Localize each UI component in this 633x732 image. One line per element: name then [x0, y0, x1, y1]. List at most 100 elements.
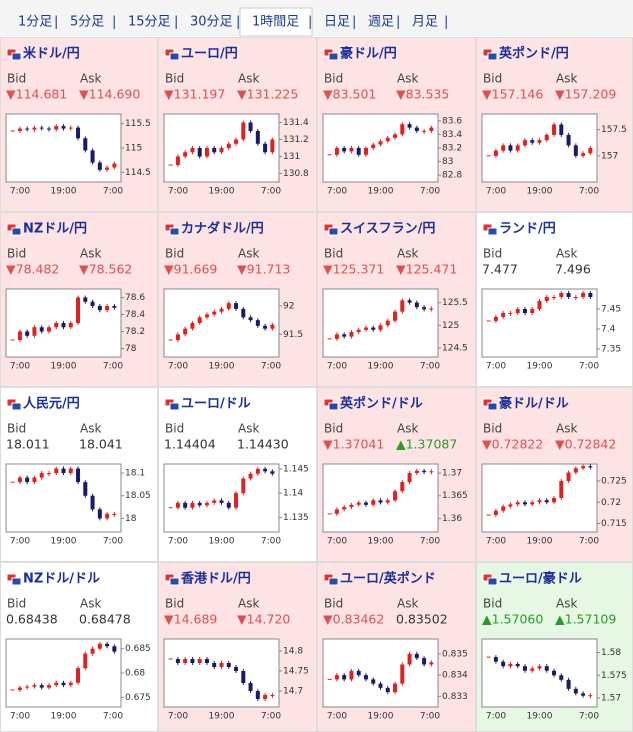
pair-title[interactable]: ランド/円 — [499, 222, 556, 237]
candle — [226, 143, 231, 148]
candle — [219, 500, 224, 503]
candle — [530, 309, 535, 313]
candle — [493, 150, 498, 156]
tab-separator: | — [396, 15, 400, 30]
y-tick-label: 18.1 — [125, 469, 145, 479]
candle — [32, 127, 37, 130]
candle — [83, 482, 88, 496]
ask-label: Ask — [556, 597, 577, 611]
ask-value: 1.14430 — [237, 437, 289, 452]
candle — [508, 145, 513, 151]
pair-title[interactable]: ユーロ/英ポンド — [340, 571, 436, 587]
x-tick-label: 7:00 — [103, 362, 123, 372]
tab[interactable]: 15分足 — [128, 15, 171, 30]
candle — [407, 473, 412, 483]
pair-title[interactable]: 英ポンド/ドル — [339, 396, 423, 412]
candle — [581, 153, 586, 156]
y-tick-label: 7.45 — [601, 305, 621, 315]
pair-title[interactable]: ユーロ/ドル — [181, 397, 251, 412]
ask-value: 7.496 — [555, 262, 591, 277]
y-tick-label: 130.8 — [283, 169, 309, 179]
candle — [393, 683, 398, 693]
candle — [501, 661, 506, 667]
x-tick-label: 7:00 — [168, 362, 188, 372]
pair-title[interactable]: ユーロ/円 — [181, 47, 238, 62]
x-tick-label: 7:00 — [261, 712, 281, 722]
y-tick-label: 157.5 — [601, 125, 627, 135]
candle — [393, 134, 398, 138]
candle — [197, 659, 202, 663]
candle — [356, 670, 361, 676]
y-tick-label: 0.834 — [442, 671, 468, 681]
y-tick-label: 7.35 — [601, 345, 621, 355]
chart-box — [322, 113, 439, 183]
candle — [112, 646, 117, 652]
candle — [263, 695, 268, 699]
y-tick-label: 14.75 — [283, 667, 309, 677]
flag — [487, 402, 498, 411]
candle — [83, 297, 88, 302]
flag — [11, 577, 22, 586]
bid-label: Bid — [324, 72, 343, 86]
tab[interactable]: 1時間足 — [252, 15, 299, 30]
pair-title[interactable]: 豪ドル/円 — [340, 46, 397, 62]
candle — [183, 328, 188, 335]
pair-title[interactable]: ユーロ/豪ドル — [499, 571, 582, 587]
ask-value: ▼125.471 — [396, 262, 457, 277]
pair-title[interactable]: NZドル/円 — [23, 222, 87, 237]
candle — [422, 470, 427, 473]
chart-box — [5, 463, 122, 533]
y-tick-label: 0.685 — [125, 644, 151, 654]
candle — [581, 293, 586, 297]
candle — [226, 303, 231, 309]
candle — [349, 504, 354, 508]
tab[interactable]: 5分足 — [70, 15, 104, 30]
pair-title[interactable]: 米ドル/円 — [23, 46, 80, 62]
pair-title[interactable]: 人民元/円 — [23, 396, 80, 412]
candle — [197, 317, 202, 323]
candle — [400, 664, 405, 684]
pair-title[interactable]: 英ポンド/円 — [498, 46, 569, 62]
candle — [97, 162, 102, 170]
bid-label: Bid — [165, 597, 184, 611]
candle — [356, 329, 361, 333]
tab[interactable]: 30分足 — [190, 15, 233, 30]
candle — [566, 679, 571, 689]
pair-title[interactable]: NZドル/ドル — [23, 572, 100, 587]
x-tick-label: 19:00 — [209, 712, 235, 722]
candle — [544, 297, 549, 301]
ask-label: Ask — [238, 247, 259, 261]
x-tick-label: 7:00 — [168, 537, 188, 547]
x-tick-label: 7:00 — [103, 537, 123, 547]
x-tick-label: 7:00 — [10, 362, 30, 372]
candle — [112, 306, 117, 308]
tab[interactable]: 週足 — [368, 15, 394, 30]
candle — [175, 659, 180, 663]
candle — [393, 491, 398, 501]
y-tick-label: 1.365 — [442, 491, 468, 501]
pair-title[interactable]: 豪ドル/ドル — [499, 396, 569, 412]
ask-value: 0.83502 — [396, 612, 448, 627]
candle — [356, 502, 361, 505]
tab[interactable]: 日足 — [324, 15, 350, 30]
candle — [190, 323, 195, 329]
candle — [493, 510, 498, 515]
ask-label: Ask — [556, 72, 577, 86]
flag — [11, 52, 22, 61]
ask-value: ▼83.535 — [396, 87, 449, 102]
ask-label: Ask — [238, 422, 259, 436]
pair-title[interactable]: カナダドル/円 — [181, 221, 264, 237]
candle — [400, 300, 405, 312]
tab[interactable]: 月足 — [412, 15, 438, 30]
flag — [11, 227, 22, 236]
candle — [97, 306, 102, 311]
candle — [39, 473, 44, 478]
bid-label: Bid — [7, 72, 26, 86]
pair-title[interactable]: 香港ドル/円 — [180, 571, 251, 587]
flag — [169, 402, 180, 411]
tab[interactable]: 1分足 — [18, 15, 52, 30]
pair-title[interactable]: スイスフラン/円 — [340, 222, 435, 237]
candle — [530, 502, 535, 505]
candle — [515, 309, 520, 313]
candle — [429, 662, 434, 665]
